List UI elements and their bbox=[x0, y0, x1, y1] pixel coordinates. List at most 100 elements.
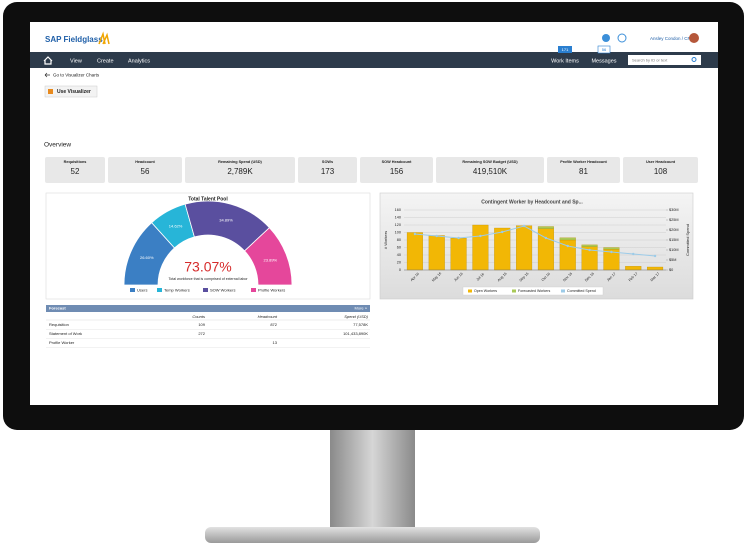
y-tick-label: 0 bbox=[399, 268, 401, 272]
table-cell: 872 bbox=[270, 322, 277, 327]
kpi-label: Requisitions bbox=[64, 160, 87, 164]
search-icon[interactable] bbox=[691, 57, 697, 62]
donut-label: 26.60% bbox=[140, 255, 154, 260]
kpi-label: User Headcount bbox=[646, 160, 676, 164]
table-cell: 13 bbox=[273, 340, 278, 345]
forecast-more[interactable]: More » bbox=[355, 306, 368, 311]
kpi-label: SOW Headcount bbox=[382, 160, 412, 164]
legend-swatch bbox=[157, 288, 162, 292]
legend-label: Open Workers bbox=[474, 289, 497, 293]
x-tick-label: Feb 17 bbox=[628, 272, 639, 283]
nav-item[interactable]: View bbox=[70, 58, 82, 64]
y-tick-label: 140 bbox=[395, 216, 401, 220]
kpi-card bbox=[108, 157, 182, 183]
avatar[interactable] bbox=[689, 33, 699, 43]
x-tick-label: Apr 16 bbox=[410, 272, 420, 282]
spend-point bbox=[566, 244, 569, 248]
y2-axis-label: Committed Spend bbox=[685, 224, 690, 256]
bar bbox=[428, 235, 445, 271]
donut-label: 34.89% bbox=[219, 218, 233, 223]
table-cell: 109 bbox=[198, 322, 205, 327]
visualizer-button[interactable] bbox=[44, 85, 98, 98]
kpi-value: 108 bbox=[654, 167, 668, 176]
kpi-label: Remaining SOW Budget (USD) bbox=[462, 160, 518, 164]
forecast-header bbox=[46, 305, 370, 312]
kpi-label: Profile Worker Headcount bbox=[560, 160, 607, 164]
spend-point bbox=[435, 234, 438, 238]
back-link[interactable]: Go to Visualizer Charts bbox=[53, 73, 100, 78]
x-tick-label: Sep 16 bbox=[519, 272, 530, 283]
talent-center-value: 73.07% bbox=[184, 259, 231, 275]
spend-point bbox=[413, 232, 417, 236]
bar bbox=[581, 244, 598, 247]
donut-segment bbox=[244, 227, 293, 286]
y2-tick-label: $25M bbox=[669, 218, 679, 222]
kpi-value: 173 bbox=[321, 167, 335, 176]
work-items-count: 171 bbox=[562, 47, 569, 52]
kpi-value: 419,510K bbox=[473, 167, 508, 176]
y2-tick-label: $20M bbox=[669, 228, 679, 232]
logo: SAP Fieldglass bbox=[45, 35, 103, 44]
logo-mark bbox=[98, 31, 110, 45]
legend-swatch bbox=[468, 289, 472, 293]
nav-item[interactable]: Analytics bbox=[128, 58, 150, 64]
work-items[interactable]: Work Items bbox=[551, 58, 579, 64]
table-row-label: Statement of Work bbox=[49, 331, 82, 336]
legend-label: Committed Spend bbox=[567, 289, 596, 293]
spend-point bbox=[479, 234, 482, 238]
table-row-label: Profile Worker bbox=[49, 340, 75, 345]
table-cell: 77,578K bbox=[353, 322, 368, 327]
spend-line bbox=[414, 225, 656, 257]
kpi-label: SOWs bbox=[322, 160, 333, 164]
kpi-card bbox=[45, 157, 105, 183]
legend-label: Forecasted Workers bbox=[518, 289, 550, 293]
x-tick-label: Nov 16 bbox=[562, 272, 573, 283]
messages[interactable]: Messages bbox=[591, 58, 616, 64]
settings-icon[interactable] bbox=[602, 34, 610, 42]
table-cell: 101,433,890K bbox=[343, 331, 368, 336]
x-tick-label: Oct 16 bbox=[541, 272, 551, 282]
back-arrow[interactable] bbox=[44, 72, 50, 78]
legend-label: Temp Workers bbox=[164, 288, 190, 293]
legend-label: SOW Workers bbox=[210, 288, 235, 293]
table-cell: 272 bbox=[198, 331, 205, 336]
spend-point bbox=[588, 248, 591, 252]
nav-item[interactable]: Create bbox=[97, 58, 114, 64]
y-tick-label: 60 bbox=[397, 246, 401, 250]
spend-point bbox=[457, 236, 460, 240]
y-tick-label: 80 bbox=[397, 238, 401, 242]
table-header: Spend (USD) bbox=[344, 314, 368, 319]
x-tick-label: Dec 16 bbox=[584, 272, 595, 283]
spend-point bbox=[544, 236, 548, 240]
table-row-label: Requisition bbox=[49, 322, 69, 327]
kpi-value: 156 bbox=[390, 167, 404, 176]
bar bbox=[559, 237, 576, 241]
donut-label: 23.89% bbox=[264, 258, 278, 263]
donut-label: 14.62% bbox=[169, 223, 183, 228]
spend-point bbox=[632, 252, 635, 256]
user-name[interactable]: Ansley Condon / CRFA bbox=[650, 36, 696, 41]
kpi-value: 81 bbox=[579, 167, 588, 176]
kpi-card bbox=[547, 157, 620, 183]
kpi-card bbox=[185, 157, 295, 183]
y2-tick-label: $5M bbox=[669, 258, 676, 262]
y-tick-label: 20 bbox=[397, 261, 401, 265]
talent-caption: Total workforce that is comprised of ext… bbox=[168, 277, 248, 281]
home-icon[interactable] bbox=[43, 56, 53, 65]
legend-swatch bbox=[561, 289, 565, 293]
workers-panel bbox=[379, 192, 694, 300]
bar bbox=[494, 227, 511, 271]
talent-title: Total Talent Pool bbox=[188, 196, 228, 202]
kpi-card bbox=[436, 157, 544, 183]
help-icon[interactable] bbox=[617, 33, 627, 43]
bar bbox=[516, 225, 533, 271]
bar bbox=[450, 237, 467, 271]
bar bbox=[647, 266, 664, 271]
legend-swatch bbox=[130, 288, 135, 292]
search-box[interactable] bbox=[628, 55, 701, 65]
bar bbox=[603, 247, 620, 250]
section-title: Overview bbox=[44, 142, 71, 149]
legend-label: Users bbox=[137, 288, 147, 293]
